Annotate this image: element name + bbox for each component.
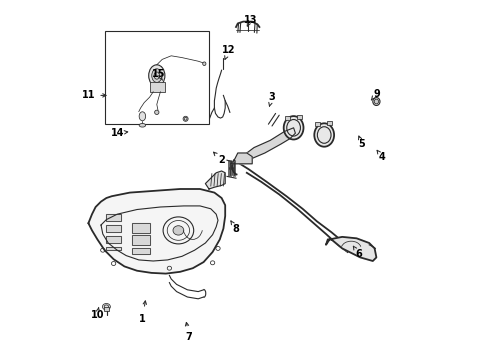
Bar (132, 235, 149, 245)
Text: 11: 11 (82, 90, 95, 100)
Bar (327, 121, 333, 125)
Bar (104, 31, 209, 124)
Ellipse shape (183, 116, 188, 121)
Bar (106, 225, 121, 232)
Polygon shape (106, 236, 121, 243)
Text: 1: 1 (139, 314, 146, 324)
Bar (106, 247, 121, 250)
Bar (315, 122, 320, 126)
Text: 10: 10 (91, 310, 104, 320)
Polygon shape (106, 214, 121, 221)
Text: 4: 4 (378, 152, 385, 162)
Ellipse shape (373, 98, 380, 105)
Polygon shape (88, 189, 225, 274)
Text: 6: 6 (355, 249, 362, 259)
Bar (106, 236, 121, 243)
Bar (106, 214, 121, 221)
Polygon shape (132, 235, 149, 245)
Polygon shape (205, 171, 225, 189)
Ellipse shape (155, 110, 159, 114)
Ellipse shape (203, 62, 206, 66)
Ellipse shape (152, 69, 162, 82)
Text: 14: 14 (110, 128, 124, 138)
Polygon shape (231, 153, 252, 164)
Bar (104, 307, 109, 311)
Bar (132, 248, 149, 254)
Bar (285, 116, 290, 120)
Ellipse shape (102, 303, 110, 310)
Ellipse shape (314, 123, 334, 147)
Text: 7: 7 (186, 332, 193, 342)
Polygon shape (326, 237, 376, 261)
Polygon shape (243, 128, 295, 160)
Ellipse shape (139, 112, 146, 121)
Text: 12: 12 (222, 45, 236, 55)
Text: 15: 15 (152, 69, 165, 79)
Text: 13: 13 (244, 15, 257, 25)
Ellipse shape (139, 123, 146, 127)
Ellipse shape (374, 99, 379, 104)
Bar (297, 115, 302, 119)
Text: 5: 5 (359, 139, 366, 149)
Text: 3: 3 (269, 92, 275, 102)
Ellipse shape (284, 116, 303, 139)
Text: 2: 2 (218, 155, 225, 165)
Bar (149, 82, 165, 92)
Text: 8: 8 (233, 224, 240, 234)
Polygon shape (132, 223, 149, 233)
Polygon shape (106, 225, 121, 232)
Polygon shape (106, 247, 121, 250)
Polygon shape (132, 248, 149, 254)
Ellipse shape (173, 226, 184, 235)
Text: 9: 9 (373, 89, 380, 99)
Ellipse shape (148, 65, 165, 86)
Bar (132, 223, 149, 233)
